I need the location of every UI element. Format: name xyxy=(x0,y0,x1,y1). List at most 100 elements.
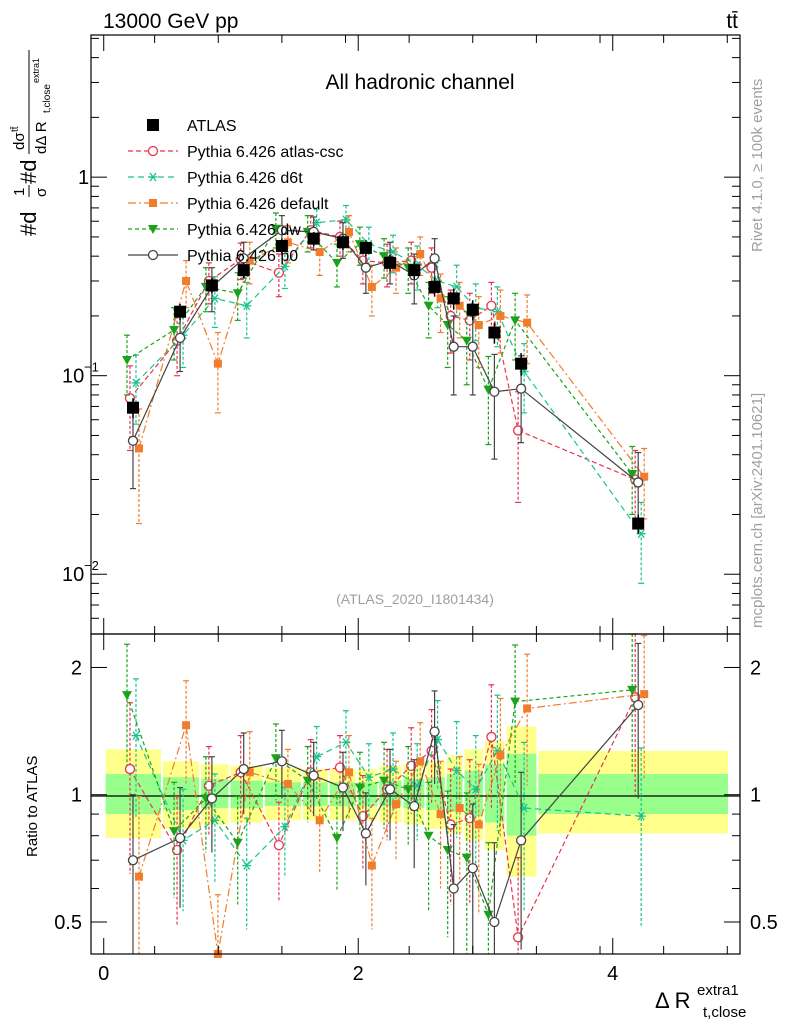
data-point xyxy=(627,469,638,479)
ratio-point xyxy=(276,756,288,767)
ratio-point xyxy=(486,731,497,743)
ratio-point xyxy=(633,699,644,711)
ratio-point xyxy=(331,834,342,844)
data-point xyxy=(510,316,521,326)
chart-title: All hadronic channel xyxy=(325,71,514,94)
ratio-point xyxy=(124,763,136,775)
y-label-part-sub: t,close xyxy=(42,84,53,113)
main-y-tick-label: 10 xyxy=(62,564,84,586)
ratio-point xyxy=(334,762,346,773)
ratio-point xyxy=(489,916,500,928)
ratio-line xyxy=(132,704,639,924)
data-point xyxy=(121,355,132,365)
data-point xyxy=(336,236,349,249)
data-point xyxy=(169,325,180,335)
band-green xyxy=(264,782,301,807)
ratio-point xyxy=(273,839,285,851)
ratio-point xyxy=(360,828,372,839)
ratio-point xyxy=(182,721,191,730)
data-point xyxy=(242,301,252,311)
series-line xyxy=(132,229,639,483)
data-point xyxy=(134,444,143,453)
legend-marker xyxy=(147,119,159,131)
main-axis-ticks: 110−110−2 xyxy=(62,35,740,635)
data-point xyxy=(632,517,645,530)
data-point xyxy=(367,282,376,291)
band-green xyxy=(446,773,463,813)
ratio-point xyxy=(464,813,475,824)
data-point xyxy=(359,241,372,254)
ratio-plot-frame xyxy=(90,633,741,955)
ratio-point xyxy=(640,690,649,699)
ratio-y-axis-label: Ratio to ATLAS xyxy=(24,756,41,857)
data-point xyxy=(307,232,320,245)
ratio-point xyxy=(636,811,646,821)
data-point xyxy=(448,341,459,352)
data-point xyxy=(379,252,390,262)
legend-label: Pythia 6.426 default xyxy=(187,196,329,213)
data-point xyxy=(280,262,290,271)
ratio-point xyxy=(308,770,319,781)
x-tick-label: 0 xyxy=(98,963,109,985)
ratio-point xyxy=(409,800,420,812)
ratio-point xyxy=(379,776,390,786)
data-point xyxy=(315,247,324,256)
main-y-tick-exponent: −1 xyxy=(84,360,99,375)
data-point xyxy=(640,472,649,481)
legend-marker xyxy=(147,249,159,261)
data-point xyxy=(237,264,250,277)
legend-entry: Pythia 6.426 default xyxy=(128,196,329,213)
ratio-point xyxy=(455,804,464,813)
ratio-y-tick-label: 0.5 xyxy=(54,912,82,934)
data-point xyxy=(515,383,527,394)
legend-entry: Pythia 6.426 atlas-csc xyxy=(128,144,344,161)
data-point xyxy=(483,385,494,395)
legend-entry: Pythia 6.426 d6t xyxy=(128,170,303,187)
energy-label: 13000 GeV pp xyxy=(103,10,238,33)
data-point xyxy=(452,282,462,292)
y-label-part-one: 1 xyxy=(11,188,28,196)
x-tick-label: 4 xyxy=(607,963,618,985)
series-line xyxy=(126,228,633,475)
ratio-point xyxy=(127,855,139,866)
ratio-series-pythia-6-426-dw xyxy=(121,633,638,954)
legend-entry: Pythia 6.426 dw xyxy=(128,222,301,239)
ratio-point xyxy=(171,844,183,856)
ratio-point xyxy=(242,861,252,870)
analysis-tag: (ATLAS_2020_I1801434) xyxy=(336,591,494,607)
data-point xyxy=(131,378,141,388)
band-green xyxy=(302,782,328,807)
x-tick-label: 2 xyxy=(353,963,364,985)
data-point xyxy=(275,240,288,253)
data-point xyxy=(423,301,434,311)
ratio-point xyxy=(471,784,481,794)
data-point xyxy=(466,303,479,316)
mcplots-info: mcplots.cern.ch [arXiv:2401.10621] xyxy=(749,393,766,628)
ratio-point xyxy=(238,763,249,775)
main-y-tick-exponent: −2 xyxy=(84,558,99,573)
legend-label: Pythia 6.426 d6t xyxy=(187,170,303,187)
x-label-sub: t,close xyxy=(703,1004,746,1021)
data-point xyxy=(523,318,532,327)
ratio-line xyxy=(138,693,645,955)
ratio-axis-ticks: 2 2 1 1 0.5 0.5 0 2 4 xyxy=(54,634,778,985)
ratio-point xyxy=(452,766,462,776)
data-point xyxy=(489,386,500,397)
band-green xyxy=(484,764,505,823)
ratio-point xyxy=(121,691,132,701)
ratio-point xyxy=(392,800,401,809)
ratio-point xyxy=(436,810,445,819)
ratio-point xyxy=(134,872,143,881)
data-point xyxy=(416,250,425,259)
data-point xyxy=(496,311,505,320)
ratio-point xyxy=(354,783,365,793)
data-point xyxy=(360,262,372,273)
y-label-part-dsigma: dσ xyxy=(11,132,28,150)
data-point xyxy=(474,321,483,330)
ratio-point xyxy=(206,793,218,804)
ratio-series-pythia-6-426-p0 xyxy=(127,642,644,954)
data-point xyxy=(276,225,288,236)
ratio-point xyxy=(367,861,376,870)
series-line xyxy=(129,229,636,481)
ratio-point xyxy=(169,827,180,837)
